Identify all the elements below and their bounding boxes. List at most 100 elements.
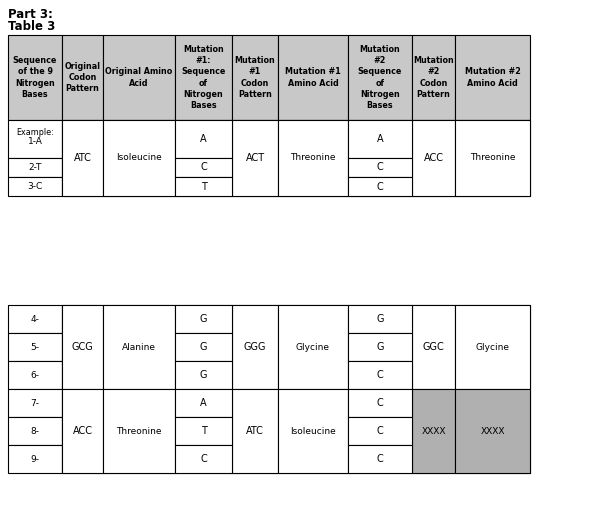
Text: Threonine: Threonine (116, 426, 162, 435)
Text: Threonine: Threonine (470, 153, 515, 162)
Bar (8, 361, 62, 389)
Bar (62, 333, 103, 361)
Bar (412, 305, 455, 333)
Text: Threonine: Threonine (290, 153, 336, 162)
Text: ACC: ACC (424, 153, 444, 163)
Bar (175, 177, 232, 196)
Bar (103, 158, 175, 177)
Bar (278, 158, 348, 177)
Bar (348, 158, 412, 177)
Bar (232, 445, 278, 473)
Bar (348, 417, 412, 445)
Bar (175, 333, 232, 361)
Text: ATC: ATC (246, 426, 264, 436)
Bar (278, 305, 348, 333)
Bar (8, 417, 62, 445)
Bar (103, 417, 175, 445)
Bar (278, 305, 348, 389)
Bar (412, 120, 455, 158)
Bar (278, 120, 348, 196)
Text: Glycine: Glycine (475, 342, 510, 351)
Text: C: C (377, 454, 383, 464)
Bar (103, 177, 175, 196)
Bar (455, 35, 530, 120)
Text: Part 3:: Part 3: (8, 8, 53, 21)
Bar (232, 120, 278, 158)
Bar (455, 333, 530, 361)
Bar (412, 177, 455, 196)
Bar (175, 120, 232, 158)
Bar (103, 305, 175, 389)
Text: G: G (200, 314, 207, 324)
Text: Table 3: Table 3 (8, 20, 55, 33)
Text: C: C (200, 162, 207, 172)
Text: 1-A: 1-A (28, 137, 43, 147)
Bar (278, 333, 348, 361)
Text: Mutation
#2
Sequence
of
Nitrogen
Bases: Mutation #2 Sequence of Nitrogen Bases (358, 45, 402, 110)
Text: T: T (201, 426, 206, 436)
Bar (348, 333, 412, 361)
Text: Example:: Example: (16, 128, 54, 137)
Text: 2-T: 2-T (28, 163, 41, 172)
Bar (103, 120, 175, 158)
Bar (455, 158, 530, 177)
Text: 6-: 6- (31, 371, 40, 379)
Text: C: C (377, 398, 383, 408)
Text: 7-: 7- (31, 398, 40, 408)
Bar (412, 389, 455, 473)
Bar (348, 177, 412, 196)
Bar (103, 333, 175, 361)
Bar (278, 35, 348, 120)
Text: Sequence
of the 9
Nitrogen
Bases: Sequence of the 9 Nitrogen Bases (13, 56, 57, 99)
Text: G: G (376, 342, 384, 352)
Bar (175, 120, 232, 158)
Bar (278, 389, 348, 473)
Bar (232, 120, 278, 196)
Text: G: G (200, 342, 207, 352)
Text: Original Amino
Acid: Original Amino Acid (105, 67, 172, 88)
Bar (455, 120, 530, 196)
Bar (232, 389, 278, 417)
Bar (232, 158, 278, 177)
Bar (412, 35, 455, 120)
Bar (62, 35, 103, 120)
Text: C: C (377, 182, 383, 192)
Text: 9-: 9- (31, 455, 40, 464)
Bar (348, 361, 412, 389)
Bar (62, 445, 103, 473)
Bar (232, 35, 278, 120)
Text: ACT: ACT (245, 153, 264, 163)
Text: A: A (200, 134, 207, 144)
Bar (232, 177, 278, 196)
Text: C: C (377, 370, 383, 380)
Text: Mutation
#1
Codon
Pattern: Mutation #1 Codon Pattern (234, 56, 275, 99)
Bar (232, 417, 278, 445)
Bar (455, 305, 530, 333)
Bar (348, 158, 412, 177)
Bar (348, 389, 412, 417)
Bar (103, 35, 175, 120)
Text: Mutation #2
Amino Acid: Mutation #2 Amino Acid (465, 67, 520, 88)
Bar (8, 120, 62, 158)
Bar (348, 305, 412, 333)
Text: A: A (377, 134, 383, 144)
Bar (348, 361, 412, 389)
Bar (455, 305, 530, 389)
Bar (412, 389, 455, 417)
Bar (348, 305, 412, 333)
Bar (62, 305, 103, 389)
Text: GCG: GCG (72, 342, 93, 352)
Bar (8, 305, 62, 333)
Bar (232, 305, 278, 333)
Bar (412, 333, 455, 361)
Bar (175, 35, 232, 120)
Bar (175, 305, 232, 333)
Bar (175, 389, 232, 417)
Bar (62, 177, 103, 196)
Text: ATC: ATC (73, 153, 91, 163)
Bar (348, 389, 412, 417)
Text: A: A (200, 398, 207, 408)
Text: Alanine: Alanine (122, 342, 156, 351)
Bar (455, 389, 530, 417)
Bar (103, 305, 175, 333)
